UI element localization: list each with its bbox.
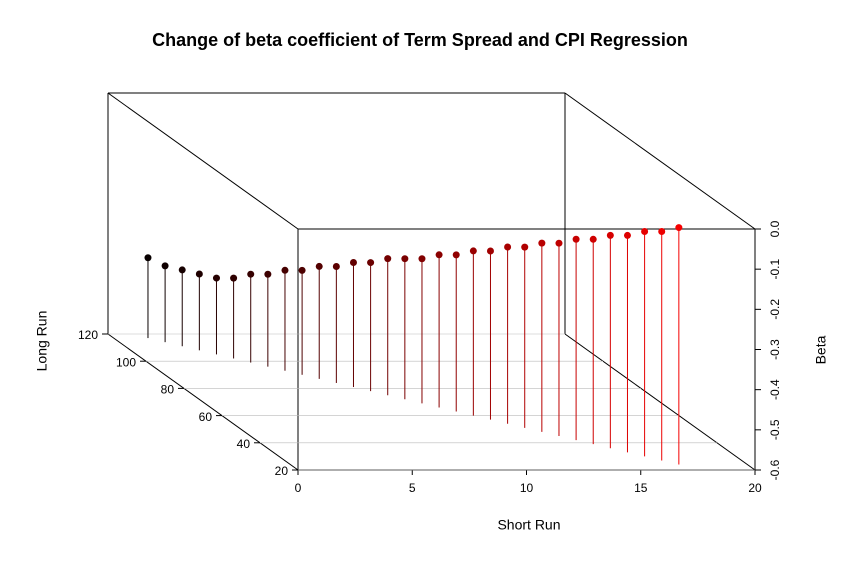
point: [504, 243, 512, 251]
point: [658, 228, 666, 236]
point: [675, 224, 683, 232]
y-tick-label: 20: [275, 464, 289, 478]
point: [195, 270, 203, 278]
point: [332, 262, 340, 270]
point: [521, 243, 529, 251]
z-tick-label: 0.0: [768, 220, 782, 237]
point: [589, 235, 597, 243]
y-tick-label: 120: [78, 328, 98, 342]
point: [572, 235, 580, 243]
y-tick-label: 80: [161, 383, 175, 397]
z-tick-label: -0.5: [768, 419, 782, 440]
point: [367, 259, 375, 267]
point: [230, 274, 238, 282]
x-tick-label: 10: [520, 481, 534, 495]
box-edge: [564, 92, 756, 230]
point: [384, 255, 392, 263]
z-tick-label: -0.3: [768, 339, 782, 360]
point: [144, 254, 152, 262]
y-tick-label: 60: [199, 410, 213, 424]
z-tick-label: -0.6: [768, 459, 782, 480]
z-tick-label: -0.2: [768, 299, 782, 320]
point: [418, 255, 426, 263]
y-tick-label: 100: [116, 355, 136, 369]
point: [281, 266, 289, 274]
z-tick-label: -0.4: [768, 379, 782, 400]
point: [315, 262, 323, 270]
point: [452, 251, 460, 259]
y-axis-title: Long Run: [34, 311, 50, 372]
chart-title: Change of beta coefficient of Term Sprea…: [152, 30, 688, 50]
z-axis-title: Beta: [813, 335, 829, 364]
z-tick-label: -0.1: [768, 259, 782, 280]
point: [641, 227, 649, 235]
point: [486, 247, 494, 255]
y-tick-label: 40: [237, 437, 251, 451]
point: [538, 239, 546, 247]
point: [298, 266, 306, 274]
x-tick-label: 15: [634, 481, 648, 495]
point: [623, 231, 631, 239]
point: [247, 270, 255, 278]
point: [349, 259, 357, 267]
point: [401, 255, 409, 263]
point: [161, 262, 169, 270]
point: [212, 274, 220, 282]
point: [469, 247, 477, 255]
point: [435, 251, 443, 259]
x-tick-label: 20: [748, 481, 762, 495]
x-tick-label: 5: [409, 481, 416, 495]
box-edge: [107, 333, 299, 471]
box-edge: [564, 333, 756, 471]
point: [264, 270, 272, 278]
box-edge: [107, 92, 299, 230]
x-axis-title: Short Run: [497, 517, 560, 533]
point: [178, 266, 186, 274]
x-tick-label: 0: [295, 481, 302, 495]
point: [555, 239, 563, 247]
point: [606, 231, 614, 239]
